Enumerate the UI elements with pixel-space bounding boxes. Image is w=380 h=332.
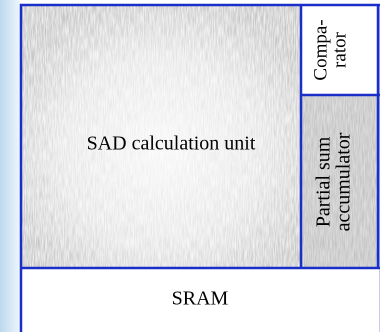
block-label: rator xyxy=(329,31,350,68)
chip-layout: SAD calculation unit Compa- rator Partia… xyxy=(0,0,380,332)
side-strip xyxy=(0,0,20,332)
block-label: Compa- xyxy=(310,19,331,80)
block-label: SRAM xyxy=(172,288,229,310)
block-label: SAD calculation unit xyxy=(87,133,256,155)
page: SAD calculation unit Compa- rator Partia… xyxy=(0,0,380,332)
block-label: accumulator xyxy=(333,132,355,231)
block-label: Partial sum xyxy=(313,136,335,227)
